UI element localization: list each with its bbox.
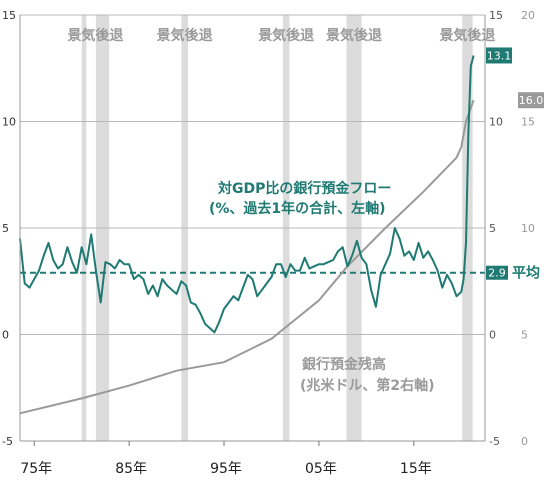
left-tick-label: 0 <box>2 329 9 342</box>
axes: -5 0 5 10 15 -5 0 5 10 15 0 5 10 15 20 75年 85年 95年 05年 15年 <box>2 9 535 477</box>
average-badge <box>486 265 508 280</box>
deposit-balance-last-badge <box>518 92 544 109</box>
recession-label: 景気後退 <box>157 27 213 44</box>
average-name-label: 平均 <box>512 265 540 282</box>
recession-label: 景気後退 <box>67 27 123 44</box>
x-tick-label: 05年 <box>305 461 337 477</box>
deposit-balance-last-value: 16.0 <box>519 94 544 107</box>
left-tick-label: 10 <box>2 116 16 129</box>
average-value-label: 2.9 <box>488 267 506 280</box>
right-tick-label: 5 <box>489 222 496 235</box>
x-tick-label: 95年 <box>210 461 242 477</box>
left-tick-label: 5 <box>2 222 9 235</box>
series-lines: 13.1 16.0 <box>19 47 544 415</box>
x-tick-label: 15年 <box>400 461 432 477</box>
x-tick-label: 75年 <box>20 461 52 477</box>
deposit-balance-line <box>19 99 475 415</box>
right-tick-label: -5 <box>489 435 500 448</box>
recession-label: 景気後退 <box>258 27 314 44</box>
right2-tick-label: 5 <box>521 329 528 342</box>
right2-tick-label: 15 <box>521 116 535 129</box>
recession-label: 景気後退 <box>326 27 382 44</box>
left-tick-label: 15 <box>2 9 16 22</box>
right2-tick-label: 10 <box>521 222 535 235</box>
recession-label: 景気後退 <box>439 27 495 44</box>
annotations: 対GDP比の銀行預金フロー (%、過去1年の合計、左軸) 銀行預金残高 (兆米ド… <box>209 180 435 394</box>
right2-tick-label: 20 <box>521 9 535 22</box>
deposit-flow-annotation-line1: 対GDP比の銀行預金フロー <box>217 180 391 197</box>
right-tick-label: 10 <box>489 116 503 129</box>
deposit-flow-line <box>19 55 475 334</box>
right-tick-label: 0 <box>489 329 496 342</box>
average-line-group: 2.9 平均 <box>20 265 540 282</box>
right2-tick-label: 0 <box>521 435 528 448</box>
left-tick-label: -5 <box>2 435 13 448</box>
deposit-flow-last-badge <box>486 47 512 64</box>
deposit-flow-last-value: 13.1 <box>487 49 512 62</box>
x-tick-label: 85年 <box>115 461 147 477</box>
deposit-flow-annotation-line2: (%、過去1年の合計、左軸) <box>209 200 386 217</box>
deposit-balance-annotation-line2: (兆米ドル、第2右軸) <box>300 377 435 394</box>
right-tick-label: 15 <box>489 9 503 22</box>
deposit-balance-annotation-line1: 銀行預金残高 <box>302 356 386 373</box>
